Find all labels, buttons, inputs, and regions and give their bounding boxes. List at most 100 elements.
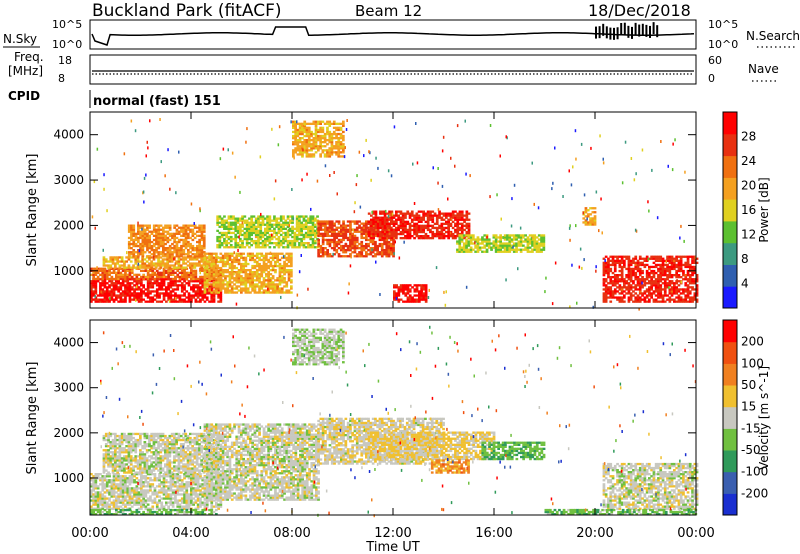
freq-left-tick-bottom: 8 bbox=[58, 72, 65, 85]
heatmap-cell bbox=[295, 227, 299, 230]
heatmap-cell bbox=[278, 287, 282, 290]
heatmap-cell bbox=[623, 259, 626, 262]
heatmap-cell bbox=[319, 224, 323, 227]
heatmap-cell bbox=[499, 246, 502, 249]
heatmap-cell bbox=[670, 265, 674, 269]
heatmap-cell bbox=[202, 226, 206, 229]
heatmap-cell bbox=[292, 143, 295, 146]
heatmap-cell bbox=[294, 128, 297, 132]
heatmap-cell bbox=[183, 277, 186, 281]
heatmap-cell bbox=[679, 261, 683, 264]
heatmap-cell bbox=[390, 228, 394, 232]
heatmap-cell bbox=[117, 288, 120, 291]
heatmap-cell bbox=[447, 220, 450, 223]
heatmap-cell bbox=[324, 228, 327, 231]
heatmap-cell bbox=[688, 300, 692, 303]
heatmap-cell bbox=[374, 214, 378, 217]
heatmap-cell bbox=[112, 284, 116, 287]
heatmap-cell bbox=[673, 288, 676, 291]
heatmap-cell bbox=[418, 298, 421, 301]
heatmap-cell bbox=[616, 290, 619, 293]
heatmap-cell bbox=[205, 273, 209, 276]
heatmap-cell bbox=[121, 298, 125, 301]
heatmap-cell bbox=[141, 224, 145, 227]
heatmap-cell bbox=[433, 232, 437, 236]
heatmap-cell bbox=[609, 269, 613, 273]
heatmap-cell bbox=[210, 271, 214, 274]
heatmap-cell bbox=[636, 280, 640, 283]
heatmap-cell bbox=[268, 215, 272, 218]
heatmap-cell bbox=[294, 147, 297, 150]
heatmap-cell bbox=[103, 278, 107, 281]
heatmap-cell bbox=[342, 234, 345, 237]
heatmap-cell bbox=[426, 214, 430, 217]
heatmap-cell bbox=[627, 286, 631, 289]
heatmap-cell bbox=[110, 288, 114, 291]
heatmap-cell bbox=[254, 235, 258, 239]
heatmap-cell bbox=[369, 232, 373, 235]
heatmap-cell bbox=[657, 292, 660, 295]
heatmap-cell bbox=[153, 282, 157, 285]
heatmap-cell bbox=[410, 214, 414, 217]
heatmap-cell bbox=[381, 222, 385, 225]
heatmap-cell bbox=[171, 269, 175, 272]
heatmap-cell bbox=[200, 249, 204, 252]
heatmap-cell bbox=[351, 242, 354, 246]
heatmap-cell bbox=[300, 215, 303, 218]
heatmap-cell bbox=[168, 253, 172, 256]
heatmap-cell bbox=[426, 228, 430, 232]
heatmap-cell bbox=[310, 207, 312, 211]
heatmap-cell bbox=[205, 271, 209, 274]
heatmap-cell bbox=[329, 174, 331, 177]
heatmap-cell bbox=[295, 221, 299, 224]
heatmap-cell bbox=[524, 234, 527, 237]
heatmap-cell bbox=[317, 238, 320, 242]
heatmap-cell bbox=[613, 261, 617, 264]
heatmap-cell bbox=[167, 273, 170, 276]
heatmap-cell bbox=[326, 234, 329, 237]
heatmap-cell bbox=[629, 271, 633, 275]
heatmap-cell bbox=[133, 296, 136, 299]
heatmap-cell bbox=[302, 233, 306, 237]
heatmap-cell bbox=[276, 256, 279, 259]
heatmap-cell bbox=[118, 264, 122, 267]
heatmap-cell bbox=[372, 220, 375, 223]
heatmap-cell bbox=[245, 242, 249, 245]
heatmap-cell bbox=[255, 252, 259, 255]
heatmap-cell bbox=[303, 149, 307, 152]
heatmap-cell bbox=[277, 235, 281, 239]
heatmap-cell bbox=[148, 256, 151, 259]
heatmap-cell bbox=[679, 259, 683, 262]
heatmap-cell bbox=[417, 228, 421, 232]
heatmap-cell bbox=[512, 248, 516, 251]
heatmap-cell bbox=[229, 227, 233, 230]
heatmap-cell bbox=[365, 234, 368, 237]
heatmap-cell bbox=[670, 288, 674, 291]
heatmap-cell bbox=[648, 267, 651, 271]
heatmap-cell bbox=[269, 256, 273, 259]
heatmap-cell bbox=[454, 237, 457, 240]
heatmap-cell bbox=[240, 277, 243, 280]
heatmap-cell bbox=[593, 221, 597, 224]
heatmap-cell bbox=[196, 253, 199, 256]
heatmap-cell bbox=[319, 155, 322, 158]
heatmap-cell bbox=[155, 284, 159, 287]
heatmap-cell bbox=[335, 128, 338, 132]
heatmap-cell bbox=[657, 284, 660, 287]
heatmap-cell bbox=[609, 292, 613, 295]
heatmap-cell bbox=[149, 284, 152, 287]
heatmap-cell bbox=[686, 259, 690, 262]
heatmap-cell bbox=[501, 244, 505, 247]
heatmap-cell bbox=[638, 300, 642, 303]
heatmap-cell bbox=[198, 238, 201, 242]
heatmap-cell bbox=[695, 280, 699, 283]
heatmap-cell bbox=[460, 250, 464, 253]
heatmap-cell bbox=[654, 288, 658, 291]
heatmap-cell bbox=[196, 288, 200, 291]
heatmap-cell bbox=[119, 275, 123, 279]
heatmap-cell bbox=[355, 228, 359, 231]
heatmap-cell bbox=[435, 228, 439, 232]
heatmap-cell bbox=[670, 267, 674, 271]
heatmap-cell bbox=[220, 231, 224, 235]
heatmap-cell bbox=[481, 246, 484, 249]
